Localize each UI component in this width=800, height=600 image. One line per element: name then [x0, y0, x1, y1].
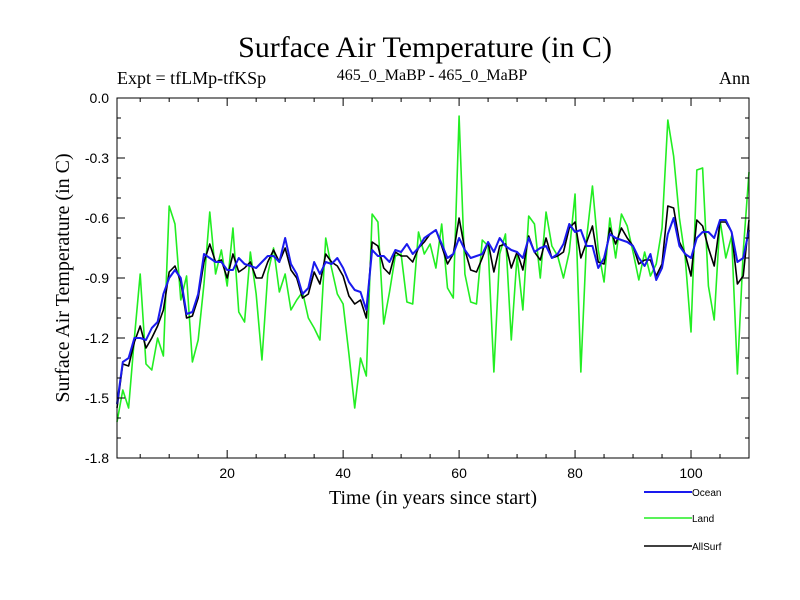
- season-label: Ann: [719, 68, 750, 88]
- y-tick-label: -1.5: [85, 390, 109, 406]
- x-tick-label: 100: [679, 465, 703, 481]
- y-tick-label: -0.3: [85, 150, 109, 166]
- y-tick-label: 0.0: [90, 90, 110, 106]
- y-tick-label: -1.8: [85, 450, 109, 466]
- legend-label-land: Land: [692, 514, 714, 525]
- period-label: 465_0_MaBP - 465_0_MaBP: [337, 67, 528, 84]
- legend-label-ocean: Ocean: [692, 488, 721, 499]
- y-tick-label: -0.9: [85, 270, 109, 286]
- x-tick-label: 20: [219, 465, 235, 481]
- experiment-label: Expt = tfLMp-tfKSp: [117, 68, 266, 88]
- legend: Ocean Land AllSurf: [644, 488, 722, 553]
- y-axis-label: Surface Air Temperature (in C): [52, 153, 74, 402]
- legend-label-allsurf: AllSurf: [692, 542, 722, 553]
- x-axis-label: Time (in years since start): [329, 487, 537, 509]
- y-tick-label: -0.6: [85, 210, 109, 226]
- plot-frame: [116, 97, 750, 459]
- x-tick-label: 40: [335, 465, 351, 481]
- series-layer: [116, 115, 750, 423]
- series-line-land: [116, 115, 750, 423]
- x-tick-label: 60: [451, 465, 467, 481]
- series-line-ocean: [116, 217, 750, 405]
- x-tick-label: 80: [567, 465, 583, 481]
- chart-title: Surface Air Temperature (in C): [238, 31, 612, 64]
- y-tick-label: -1.2: [85, 330, 109, 346]
